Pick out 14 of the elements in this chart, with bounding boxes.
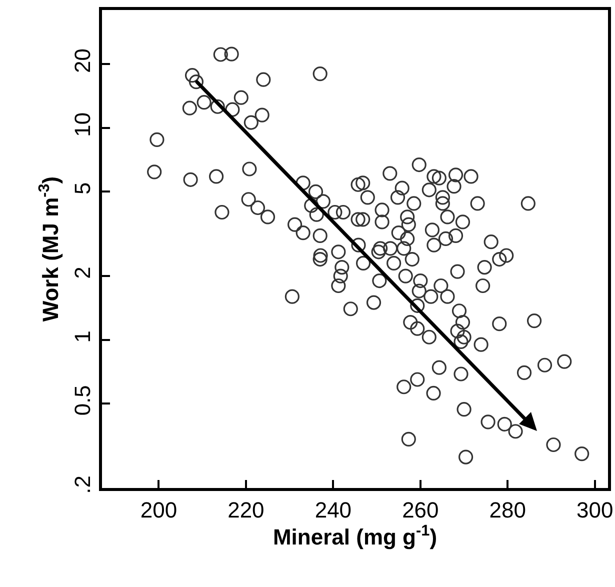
y-tick-label: 2 [70, 266, 96, 279]
y-tick-label: 0.5 [70, 385, 96, 416]
x-tick-label: 220 [228, 497, 264, 522]
x-tick-label: 260 [402, 497, 439, 522]
x-tick-label: 300 [576, 497, 614, 522]
y-tick-label: 10 [70, 112, 96, 137]
y-tick-label: 5 [70, 182, 96, 195]
x-axis-title: Mineral (mg g$^{-1}$) [272, 522, 438, 550]
x-tick-label: 200 [140, 497, 178, 522]
x-tick-label: 240 [314, 497, 352, 522]
x-tick-label: 280 [489, 497, 526, 522]
y-tick-label: 20 [70, 48, 96, 74]
y-tick-label: 1 [70, 330, 96, 343]
y-tick-label: .2 [70, 476, 96, 494]
